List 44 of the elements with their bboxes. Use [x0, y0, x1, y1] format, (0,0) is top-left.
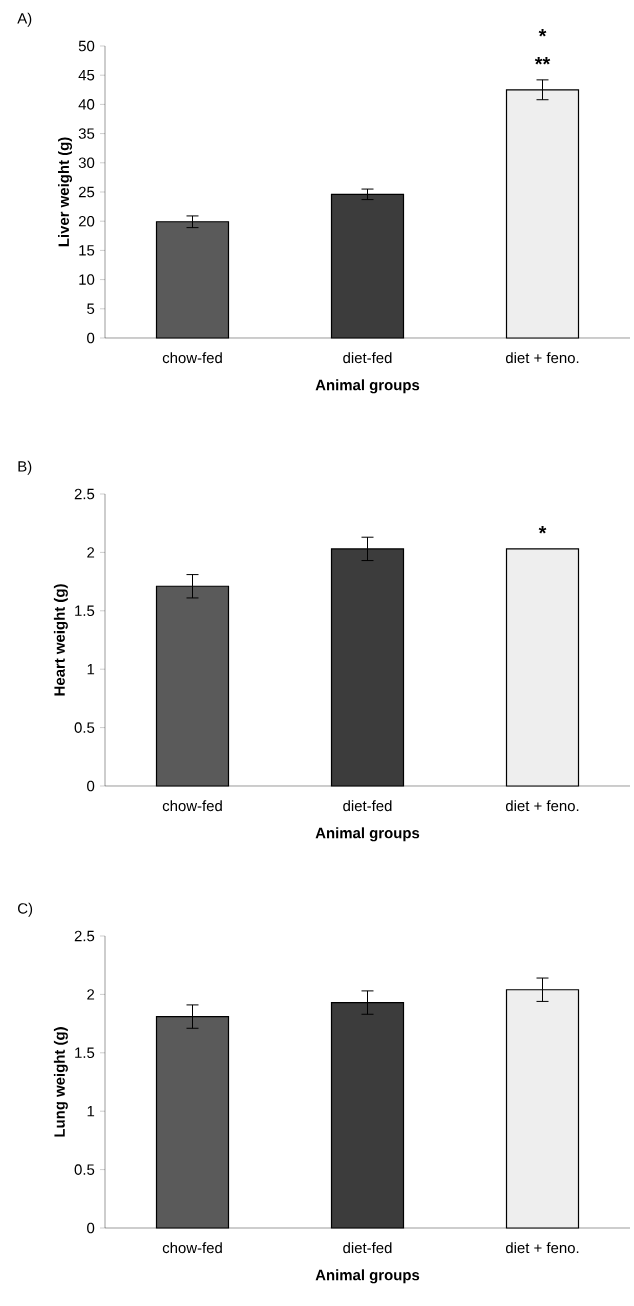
y-tick-label: 0.5	[74, 722, 95, 733]
y-tick-label: 1	[87, 664, 95, 675]
chart-title: B)	[18, 460, 32, 475]
y-tick-label: 0	[87, 1222, 95, 1234]
y-tick-label: 2.5	[74, 488, 95, 500]
y-tick-label: 1.5	[75, 1047, 95, 1059]
y-axis-title: Heart weight (g)	[53, 584, 68, 696]
x-tick-label: diet + feno.	[505, 352, 579, 364]
y-tick-label: 2	[87, 547, 95, 558]
y-tick-label: 1.5	[75, 605, 95, 616]
y-tick-label: 1	[87, 1106, 95, 1117]
y-tick-label: 15	[79, 245, 95, 256]
x-axis-title: Animal groups	[315, 379, 420, 394]
annotation: **	[534, 56, 551, 65]
y-tick-label: 5	[87, 303, 95, 314]
y-axis-title: Lung weight (g)	[53, 1027, 68, 1137]
x-tick-label: diet + feno.	[505, 800, 579, 812]
y-tick-label: 2	[87, 989, 95, 1000]
y-tick-label: 0	[87, 332, 95, 344]
x-tick-label: diet-fed	[343, 352, 392, 364]
y-tick-label: 20	[78, 215, 95, 227]
annotation: *	[538, 526, 547, 534]
y-tick-label: 25	[78, 186, 95, 198]
y-tick-label: 0	[87, 780, 95, 792]
x-axis-title: Animal groups	[315, 1269, 420, 1284]
y-tick-label: 2.5	[74, 930, 95, 942]
y-tick-label: 30	[78, 157, 95, 169]
text: *	[538, 28, 547, 37]
y-tick-label: 0.5	[74, 1164, 95, 1175]
y-axis-title: Liver weight (g)	[58, 137, 73, 247]
x-tick-label: diet-fed	[343, 1242, 392, 1254]
x-tick-label: chow-fed	[162, 352, 222, 364]
y-tick-label: 45	[78, 69, 95, 81]
x-tick-label: chow-fed	[162, 1242, 222, 1254]
x-tick-label: chow-fed	[162, 800, 222, 812]
x-axis-title: Animal groups	[315, 827, 420, 842]
x-tick-label: diet-fed	[343, 800, 392, 812]
chart-title: A)	[17, 12, 32, 27]
x-tick-label: diet + feno.	[505, 1242, 579, 1254]
y-tick-label: 50	[78, 40, 95, 52]
y-tick-label: 10	[79, 274, 95, 285]
y-tick-label: 35	[78, 128, 95, 139]
chart-title: C)	[18, 902, 33, 917]
y-tick-label: 40	[78, 99, 95, 110]
